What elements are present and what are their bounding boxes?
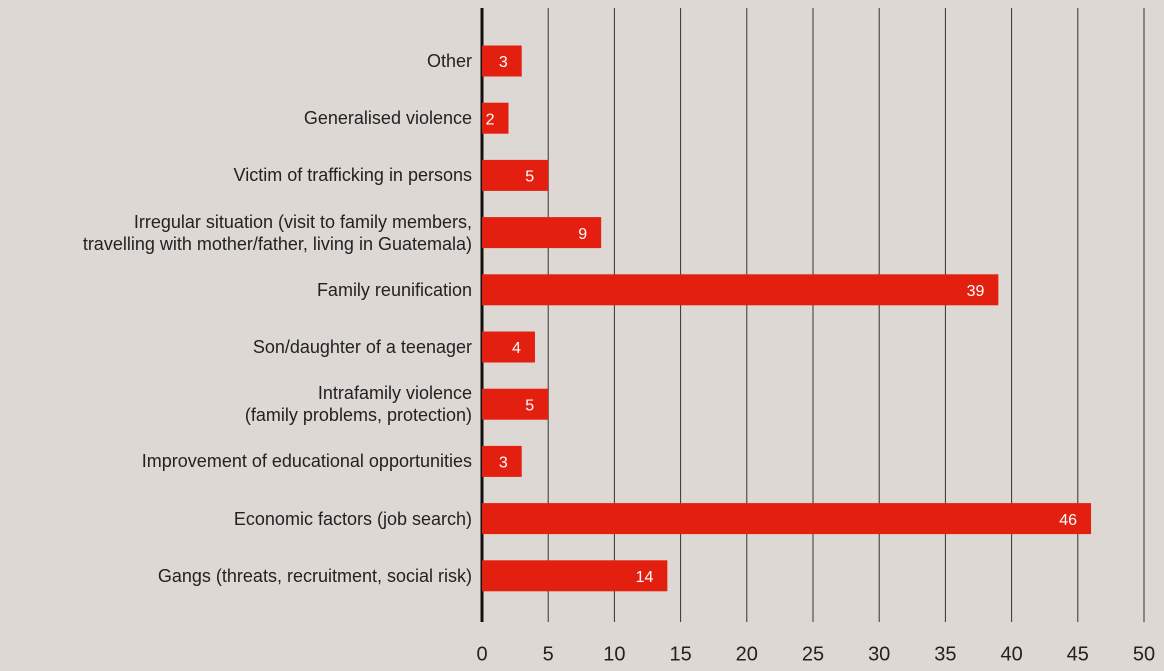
y-tick-label: Generalised violence	[303, 108, 472, 129]
bar	[482, 331, 535, 363]
x-tick-label: 20	[736, 643, 758, 665]
x-tick-label: 15	[669, 643, 691, 665]
y-tick-label: Improvement of educational opportunities	[141, 451, 472, 472]
y-tick-label: Economic factors (job search)	[233, 508, 472, 529]
y-tick-label: Family reunification	[316, 279, 472, 300]
bar	[482, 217, 602, 249]
bar	[482, 503, 1092, 535]
bar	[482, 45, 522, 77]
x-tick-label: 25	[802, 643, 824, 665]
value-label: 5	[525, 169, 534, 186]
x-tick-label: 35	[934, 643, 956, 665]
bar	[482, 102, 509, 134]
value-label: 5	[525, 397, 534, 414]
y-tick-label: Other	[426, 51, 472, 71]
x-tick-label: 30	[868, 643, 890, 665]
x-tick-label: 10	[603, 643, 625, 665]
value-label: 4	[512, 340, 521, 357]
y-tick-label: Irregular situation (visit to family mem…	[82, 211, 472, 254]
y-tick-label: Victim of trafficking in persons	[233, 165, 472, 186]
x-tick-label: 50	[1133, 643, 1155, 665]
x-tick-label: 0	[476, 643, 487, 665]
value-label: 9	[578, 226, 587, 243]
value-label: 46	[1059, 512, 1077, 529]
y-tick-label: Gangs (threats, recruitment, social risk…	[157, 565, 472, 586]
value-label: 2	[486, 111, 495, 128]
x-tick-label: 5	[543, 643, 554, 665]
bar	[482, 445, 522, 477]
bar	[482, 274, 999, 306]
bar	[482, 560, 668, 592]
bar	[482, 388, 549, 420]
y-tick-label: Intrafamily violence (family problems, p…	[244, 383, 472, 426]
x-tick-label: 40	[1000, 643, 1022, 665]
value-label: 14	[636, 569, 654, 586]
x-tick-label: 45	[1067, 643, 1089, 665]
value-label: 3	[499, 54, 508, 71]
value-label: 39	[967, 283, 985, 300]
bar	[482, 159, 549, 191]
y-tick-label: Son/daughter of a teenager	[252, 337, 472, 357]
value-label: 3	[499, 455, 508, 472]
